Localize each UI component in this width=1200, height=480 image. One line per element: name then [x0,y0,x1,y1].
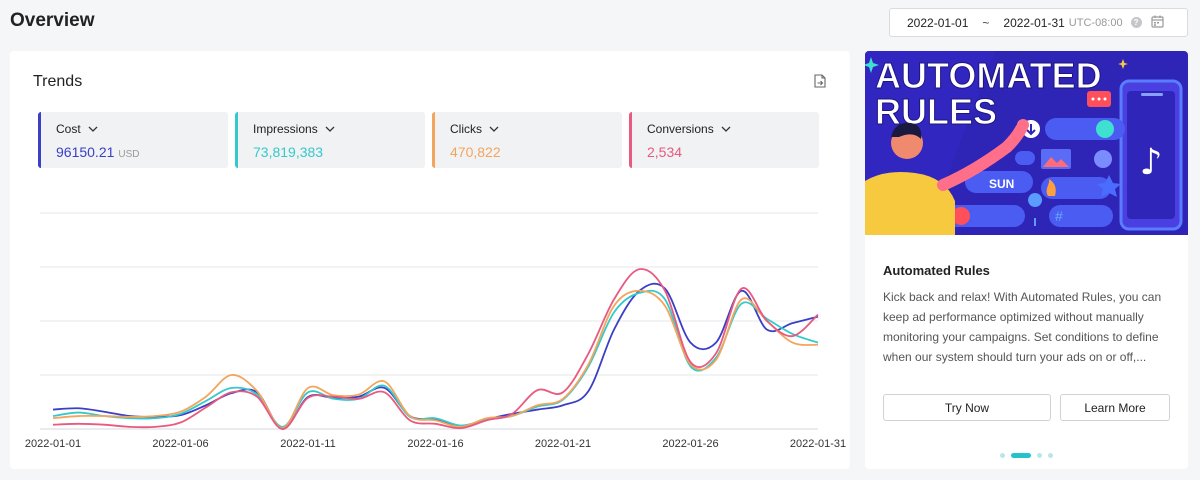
illustration-title-line1: AUTOMATED [875,55,1102,96]
x-tick-label: 2022-01-26 [662,438,718,450]
metric-label: Conversions [647,122,714,136]
trends-chart: 2022-01-01 2022-01-06 2022-01-11 2022-01-16… [25,212,846,450]
metric-color-bar [629,112,632,168]
metric-value: 2,534 [647,144,683,160]
series-line-clicks [52,289,819,430]
metric-color-bar [235,112,238,168]
series-line-impressions [52,289,819,428]
metric-value: 96150.21 [56,144,115,160]
metric-cost[interactable]: Cost 96150.21 USD [38,112,228,168]
illustration-title-line2: RULES [875,91,997,132]
x-tick-label: 2022-01-01 [25,438,81,450]
trends-title: Trends [33,73,83,90]
carousel-dot[interactable] [1000,453,1005,458]
promo-title: Automated Rules [883,263,990,278]
timezone-label: UTC-08:00 [1068,16,1123,29]
series-line-cost [52,282,819,430]
metric-value: 73,819,383 [253,144,324,160]
carousel-indicator [865,453,1188,458]
learn-more-button[interactable]: Learn More [1060,394,1170,421]
export-icon[interactable] [814,74,826,93]
x-tick-label: 2022-01-06 [152,438,208,450]
x-tick-label: 2022-01-11 [280,438,335,450]
carousel-dot[interactable] [1048,453,1053,458]
metric-unit: USD [118,149,140,160]
promo-card: AUTOMATED RULES ♪ SUN # Automated Rules [865,51,1188,469]
chevron-down-icon[interactable] [88,126,98,132]
carousel-dot-active[interactable] [1011,453,1031,458]
metric-conversions[interactable]: Conversions 2,534 [629,112,819,168]
chevron-down-icon[interactable] [325,126,335,132]
metric-label: Clicks [450,122,482,136]
series-line-conversions [52,268,819,430]
svg-text:♪: ♪ [1140,142,1163,183]
metric-label: Cost [56,122,81,136]
metric-label: Impressions [253,122,318,136]
promo-description: Kick back and relax! With Automated Rule… [883,290,1162,364]
help-icon[interactable]: ? [1130,17,1142,28]
chevron-down-icon[interactable] [721,126,731,132]
metric-impressions[interactable]: Impressions 73,819,383 [235,112,425,168]
x-tick-label: 2022-01-21 [535,438,591,450]
x-tick-label: 2022-01-31 [790,438,846,450]
metric-clicks[interactable]: Clicks 470,822 [432,112,622,168]
date-start[interactable]: 2022-01-01 [907,15,969,30]
carousel-dot[interactable] [1037,453,1042,458]
x-tick-label: 2022-01-16 [407,438,463,450]
metric-color-bar [38,112,41,168]
metric-value: 470,822 [450,144,501,160]
calendar-icon[interactable] [1150,15,1164,31]
date-range-picker[interactable]: 2022-01-01 ~ 2022-01-31 UTC-08:00 ? [889,8,1188,37]
page-title: Overview [10,10,95,31]
illustration-sun-label: SUN [989,177,1014,191]
automated-rules-illustration: AUTOMATED RULES ♪ SUN # [865,51,1188,235]
date-end[interactable]: 2022-01-31 [1003,15,1065,30]
chevron-down-icon[interactable] [489,126,499,132]
illustration-hash-label: # [1055,208,1063,224]
date-separator: ~ [982,15,990,30]
try-now-button[interactable]: Try Now [883,394,1051,421]
trends-card: Trends Cost 96150.21 USD Impressions 73,8… [10,51,850,469]
metric-color-bar [432,112,435,168]
